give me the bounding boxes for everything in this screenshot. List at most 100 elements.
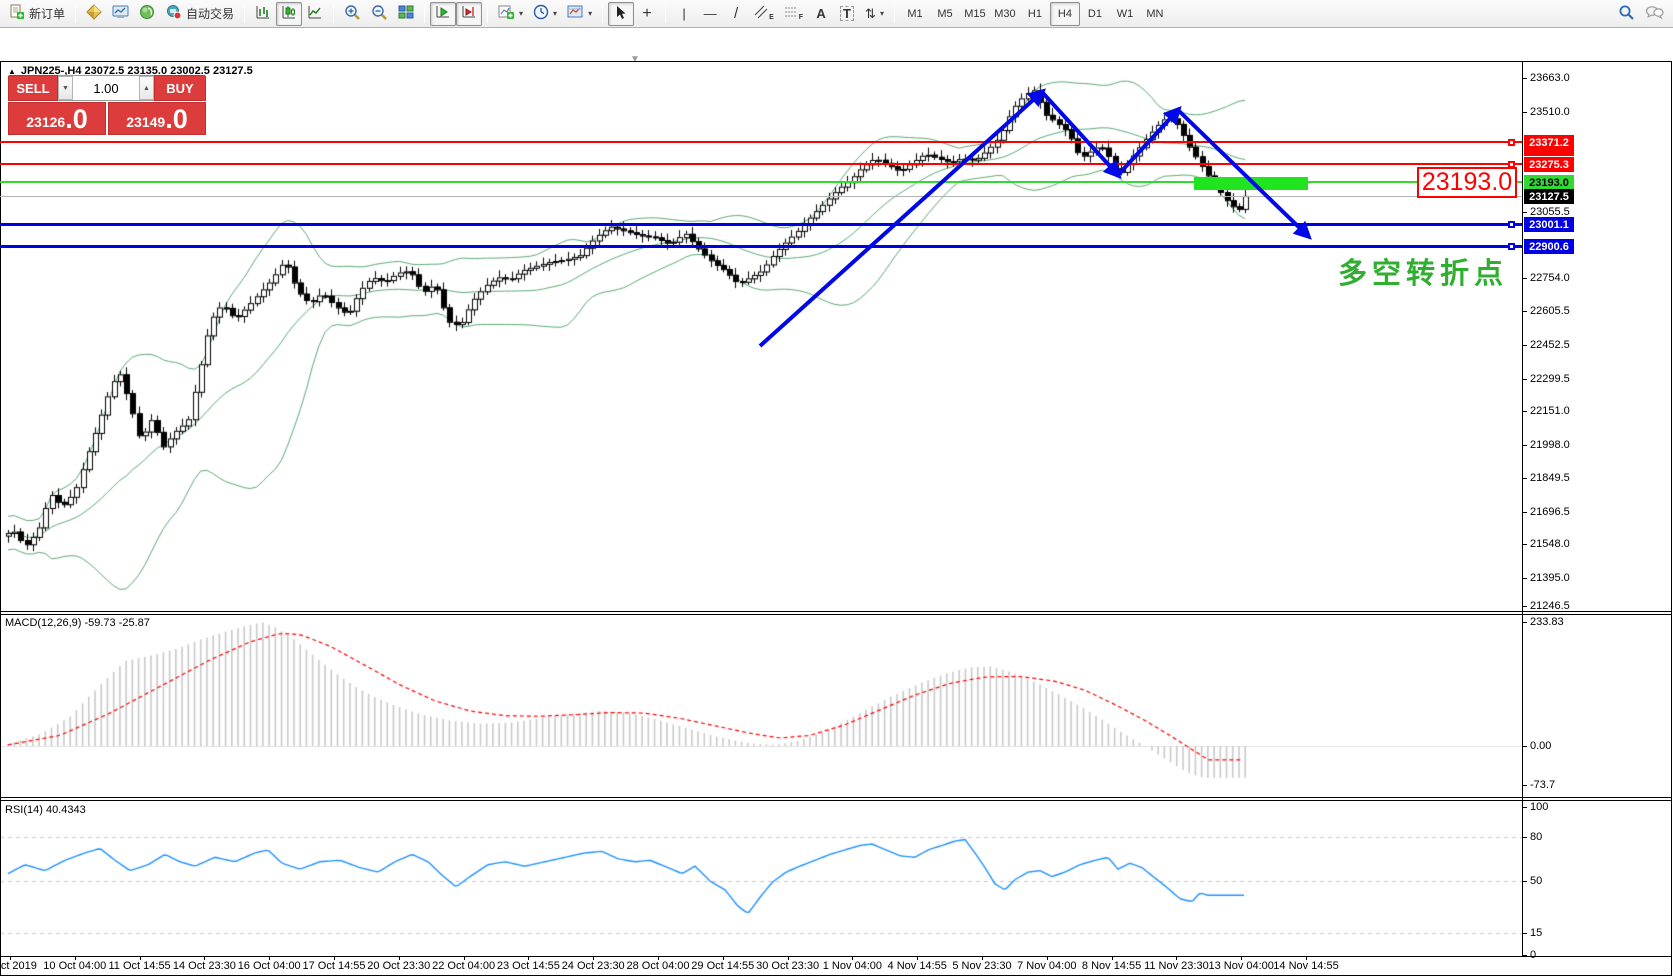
search-button[interactable] (1613, 2, 1640, 26)
line-anchor-handle[interactable] (1508, 243, 1515, 250)
search-icon (1618, 4, 1635, 24)
horizontal-price-line[interactable] (0, 223, 1522, 226)
volume-input[interactable] (73, 76, 139, 100)
volume-decrease-button[interactable]: ▼ (58, 76, 73, 100)
axis-tick-mark (1522, 544, 1527, 545)
tf-button-D1[interactable]: D1 (1087, 7, 1102, 20)
horizontal-price-line[interactable] (0, 141, 1522, 143)
vertical-line-button[interactable]: | (671, 2, 697, 26)
trendline-icon: / (733, 5, 739, 22)
volume-increase-button[interactable]: ▲ (139, 76, 154, 100)
axis-tick-label: 22452.5 (1530, 339, 1570, 351)
data-window-button[interactable] (107, 2, 134, 26)
buy-button[interactable]: BUY (154, 75, 206, 101)
vertical-line-icon: | (682, 6, 686, 21)
market-watch-button[interactable] (81, 2, 107, 26)
tf-button-M1[interactable]: M1 (907, 7, 923, 20)
axis-tick-label: 23055.5 (1530, 206, 1570, 218)
trendline-button[interactable]: / (723, 2, 749, 26)
highlight-rectangle (1194, 177, 1308, 190)
axis-tick-mark (1522, 807, 1527, 808)
templates-button[interactable]: ▾ (562, 2, 597, 26)
horizontal-line-icon: — (703, 6, 717, 21)
time-axis-label: 7 Nov 04:00 (1017, 960, 1077, 972)
timeframe-group: M1 M5 M15 M30 H1 H4 D1 W1 MN (900, 1, 1170, 26)
monitor-icon (112, 4, 129, 23)
turning-point-annotation[interactable]: 多空转折点 (1338, 258, 1509, 290)
axis-tick-mark (1522, 746, 1527, 747)
tf-button-H1[interactable]: H1 (1027, 7, 1042, 20)
panel-separator (0, 956, 1671, 957)
navigator-button[interactable] (134, 2, 160, 26)
toolbar-separator (241, 3, 248, 25)
signal-orb-icon (139, 4, 155, 23)
line-anchor-handle[interactable] (1508, 139, 1515, 146)
candlestick-chart-button[interactable] (276, 1, 303, 26)
new-order-button[interactable]: 新订单 (4, 2, 70, 26)
current-price-line[interactable] (0, 196, 1522, 197)
cursor-icon (614, 5, 628, 23)
axis-tick-mark (1522, 606, 1527, 607)
gold-diamond-icon (86, 4, 102, 23)
time-axis-label: 11 Nov 23:30 (1144, 960, 1209, 972)
indicators-button[interactable]: ▾ (493, 2, 528, 26)
time-axis-label: 24 Oct 23:30 (561, 960, 625, 972)
text-label-button[interactable]: T (834, 2, 860, 26)
axis-tick-label: 233.83 (1530, 616, 1564, 628)
sell-price-button[interactable]: 23126 .0 (8, 102, 106, 135)
tf-button-M15[interactable]: M15 (964, 7, 986, 20)
tf-button-MN[interactable]: MN (1146, 7, 1164, 20)
collapse-triangle-icon[interactable]: ▲ (8, 66, 16, 76)
tf-button-W1[interactable]: W1 (1116, 7, 1134, 20)
horizontal-line-button[interactable]: — (697, 2, 723, 26)
axis-tick-mark (1522, 411, 1527, 412)
panel-separator[interactable] (0, 797, 1671, 798)
fibonacci-button[interactable]: F (779, 2, 808, 26)
sell-button[interactable]: SELL (8, 75, 58, 101)
cursor-button[interactable] (608, 1, 635, 26)
chat-button[interactable] (1640, 2, 1669, 26)
axis-tick-label: 21548.0 (1530, 538, 1570, 550)
label-icon: T (840, 6, 854, 21)
price-line-label: 22900.6 (1524, 239, 1574, 254)
price-callout-box[interactable]: 23193.0 (1417, 167, 1517, 198)
zoom-in-button[interactable] (339, 2, 366, 26)
line-anchor-handle[interactable] (1508, 221, 1515, 228)
panel-separator[interactable] (0, 611, 1671, 612)
buy-price-button[interactable]: 23149 .0 (108, 102, 206, 135)
chart-frame (0, 61, 1671, 62)
zoom-out-button[interactable] (366, 2, 393, 26)
autotrading-button[interactable]: 自动交易 (160, 2, 239, 26)
caret-down-icon: ▾ (553, 8, 558, 18)
auto-scroll-button[interactable] (430, 1, 457, 26)
crosshair-button[interactable]: + (634, 2, 660, 26)
horizontal-price-line[interactable] (0, 163, 1522, 165)
tile-windows-button[interactable] (393, 2, 419, 26)
one-click-trading-panel: SELL ▼ ▲ BUY 23126 .0 23149 .0 (8, 75, 206, 135)
bar-chart-button[interactable] (250, 2, 276, 26)
axis-tick-label: 100 (1530, 801, 1549, 813)
toolbar-separator (330, 3, 337, 25)
axis-tick-mark (1522, 955, 1527, 956)
tf-button-M5[interactable]: M5 (937, 7, 953, 20)
axis-tick-mark (1522, 379, 1527, 380)
autotrading-icon (165, 4, 182, 23)
caret-down-icon: ▾ (879, 8, 884, 18)
horizontal-price-line[interactable] (0, 245, 1522, 248)
tf-button-M30[interactable]: M30 (994, 7, 1016, 20)
letter-f-icon: F (798, 13, 804, 21)
time-axis-label: 11 Oct 14:55 (108, 960, 171, 972)
text-button[interactable]: A (808, 2, 834, 26)
line-chart-button[interactable] (302, 2, 328, 26)
price-line-label: 23371.2 (1524, 135, 1574, 150)
time-axis-label: 1 Nov 04:00 (822, 960, 883, 972)
axis-tick-label: 22754.0 (1530, 272, 1570, 284)
tf-button-H4[interactable]: H4 (1049, 1, 1080, 26)
shapes-button[interactable]: ⇅ ▾ (860, 2, 889, 26)
periods-button[interactable]: ▾ (528, 2, 562, 26)
chart-frame (0, 975, 1671, 976)
axis-tick-label: 21998.0 (1530, 439, 1570, 451)
channel-button[interactable]: E (749, 2, 779, 26)
chart-shift-button[interactable] (456, 1, 483, 26)
